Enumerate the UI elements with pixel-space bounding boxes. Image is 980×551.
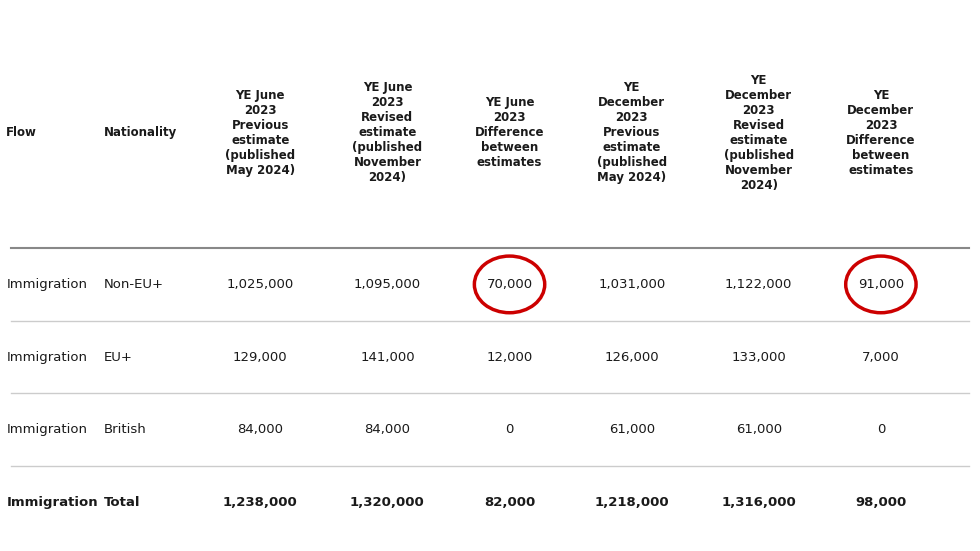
Text: British: British	[104, 423, 147, 436]
Text: 61,000: 61,000	[736, 423, 782, 436]
Text: 126,000: 126,000	[605, 350, 659, 364]
Text: 84,000: 84,000	[237, 423, 283, 436]
Text: 70,000: 70,000	[486, 278, 532, 291]
Text: 12,000: 12,000	[486, 350, 533, 364]
Text: Immigration: Immigration	[6, 496, 98, 509]
Text: YE
December
2023
Difference
between
estimates: YE December 2023 Difference between esti…	[846, 89, 915, 177]
Text: Flow: Flow	[6, 127, 37, 139]
Text: 133,000: 133,000	[731, 350, 786, 364]
Text: YE June
2023
Revised
estimate
(published
November
2024): YE June 2023 Revised estimate (published…	[353, 82, 422, 185]
Text: 82,000: 82,000	[484, 496, 535, 509]
Text: 98,000: 98,000	[856, 496, 906, 509]
Text: 1,025,000: 1,025,000	[226, 278, 294, 291]
Text: 1,238,000: 1,238,000	[223, 496, 298, 509]
Text: 7,000: 7,000	[862, 350, 900, 364]
Text: Immigration: Immigration	[6, 278, 87, 291]
Text: YE June
2023
Previous
estimate
(published
May 2024): YE June 2023 Previous estimate (publishe…	[225, 89, 295, 177]
Text: Total: Total	[104, 496, 140, 509]
Text: YE
December
2023
Previous
estimate
(published
May 2024): YE December 2023 Previous estimate (publ…	[597, 82, 666, 185]
Text: 1,218,000: 1,218,000	[595, 496, 669, 509]
Text: Immigration: Immigration	[6, 423, 87, 436]
Text: 91,000: 91,000	[858, 278, 904, 291]
Text: YE June
2023
Difference
between
estimates: YE June 2023 Difference between estimate…	[474, 96, 544, 170]
Text: 141,000: 141,000	[360, 350, 415, 364]
Text: 1,122,000: 1,122,000	[725, 278, 793, 291]
Text: 1,320,000: 1,320,000	[350, 496, 424, 509]
Text: 1,031,000: 1,031,000	[598, 278, 665, 291]
Text: 1,095,000: 1,095,000	[354, 278, 421, 291]
Text: Immigration: Immigration	[6, 350, 87, 364]
Text: Non-EU+: Non-EU+	[104, 278, 164, 291]
Text: 0: 0	[506, 423, 514, 436]
Text: 129,000: 129,000	[233, 350, 288, 364]
Text: 84,000: 84,000	[365, 423, 411, 436]
Text: Nationality: Nationality	[104, 127, 177, 139]
Text: YE
December
2023
Revised
estimate
(published
November
2024): YE December 2023 Revised estimate (publi…	[723, 74, 794, 192]
Text: 1,316,000: 1,316,000	[721, 496, 796, 509]
Text: 0: 0	[877, 423, 885, 436]
Text: EU+: EU+	[104, 350, 133, 364]
Text: 61,000: 61,000	[609, 423, 655, 436]
